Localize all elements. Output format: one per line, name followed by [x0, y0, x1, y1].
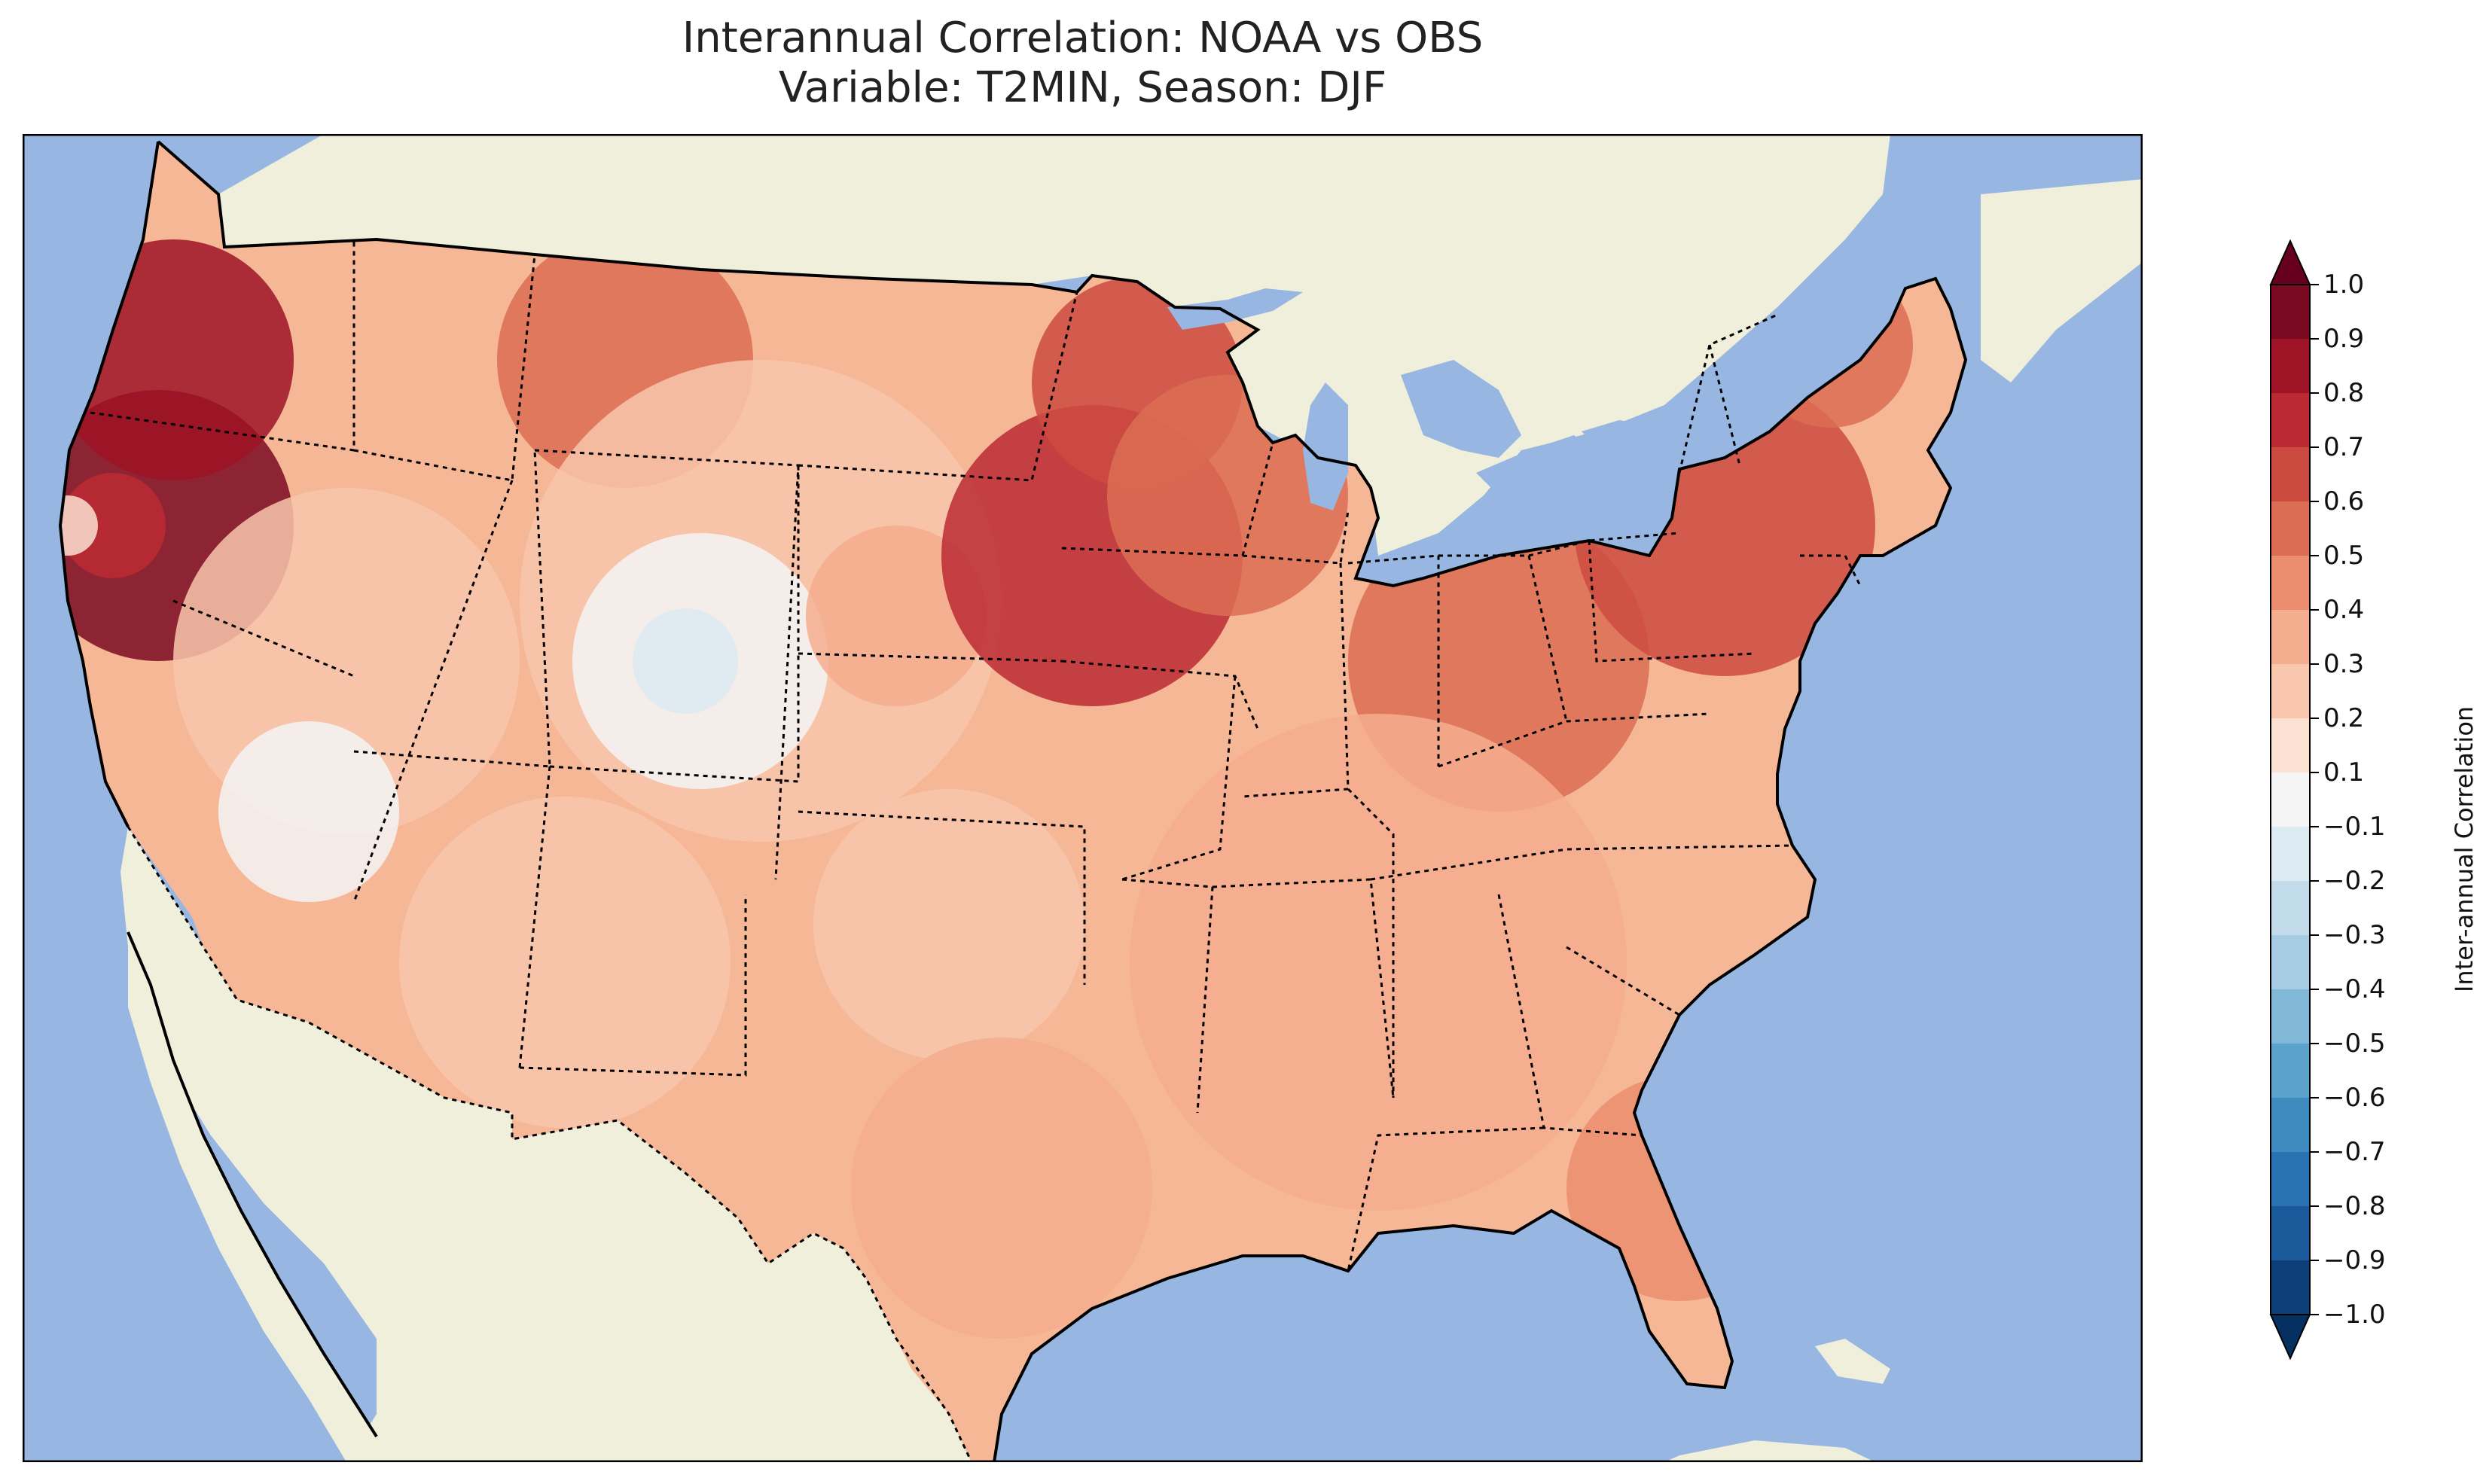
state-borders: [90, 239, 1862, 1272]
lake-superior: [1167, 288, 1303, 330]
colorbar-bin: [2271, 393, 2310, 448]
field-region-oklahoma-neutral: [813, 789, 1084, 1060]
canada-maritimes-land: [1981, 179, 2143, 382]
colorbar-tick-label: 0.3: [2323, 649, 2365, 679]
colorbar-tick-label: 0.4: [2323, 595, 2365, 625]
mexico-border: [127, 826, 973, 1462]
colorbar-tick-label: −0.2: [2323, 866, 2386, 896]
colorbar-tick-label: −0.3: [2323, 920, 2386, 950]
lake-huron: [1401, 360, 1521, 458]
colorbar-bin: [2271, 339, 2310, 394]
colorbar-bin: [2271, 827, 2310, 882]
colorbar-outline: [2270, 284, 2311, 1315]
colorbar-tick-label: −0.5: [2323, 1028, 2386, 1059]
colorbar-svg: [2269, 239, 2319, 1361]
colorbar-axis-label: Inter-annual Correlation: [2450, 705, 2474, 992]
colorbar-tick-label: −1.0: [2323, 1300, 2386, 1330]
colorbar-tick-label: 0.7: [2323, 432, 2365, 462]
field-region-arizona-blue: [218, 721, 399, 902]
lake-ontario: [1582, 420, 1642, 439]
map-frame-border: [23, 134, 2143, 1462]
colorbar-bin: [2271, 664, 2310, 719]
colorbar-tick-label: −0.7: [2323, 1137, 2386, 1167]
baja-california-land: [128, 932, 377, 1462]
colorbar-bin: [2271, 718, 2310, 773]
colorbar-bin: [2271, 1044, 2310, 1099]
map-panel: [23, 134, 2143, 1462]
colorbar-tick-label: 0.1: [2323, 757, 2365, 788]
colorbar-bin: [2271, 772, 2310, 827]
colorbar-extend-min: [2269, 1314, 2311, 1361]
colorbar-bin: [2271, 1206, 2310, 1261]
colorbar-bin: [2271, 1152, 2310, 1207]
field-region-new-mexico-neutral: [399, 797, 731, 1128]
colorbar-tick-label: −0.4: [2323, 974, 2386, 1004]
colorbar-tick-label: 1.0: [2323, 270, 2365, 300]
great-lakes: [1167, 288, 1642, 510]
colorbar-bin: [2271, 285, 2310, 340]
mexico-land: [120, 827, 972, 1462]
colorbar-bin: [2271, 556, 2310, 611]
title-line-1: Interannual Correlation: NOAA vs OBS: [682, 14, 1484, 62]
colorbar-bin: [2271, 881, 2310, 936]
colorbar-extend-max: [2269, 239, 2311, 285]
correlation-field: [60, 142, 1966, 1462]
colorbar-tick-label: 0.5: [2323, 541, 2365, 571]
lake-michigan: [1303, 382, 1348, 510]
colorbar-tick-label: 0.8: [2323, 378, 2365, 408]
colorbar-bin: [2271, 610, 2310, 665]
map-title: Interannual Correlation: NOAA vs OBS Var…: [23, 14, 2143, 113]
colorbar-bin: [2271, 989, 2310, 1044]
colorbar-tick-label: 0.9: [2323, 324, 2365, 354]
field-region-southeast: [1130, 714, 1627, 1211]
field-region-california-coast: [60, 495, 98, 556]
colorbar: 1.0 0.9 0.8 0.7 0.6 0.5 0.4 0.3 0.2 0.1 −0.1 −0.2 −0…: [2248, 239, 2474, 1369]
colorbar-tick-label: −0.8: [2323, 1191, 2386, 1221]
field-region-pnw-core: [60, 473, 166, 578]
coastline: [157, 140, 1968, 1462]
colorbar-bin: [2271, 447, 2310, 502]
colorbar-tick-label: 0.2: [2323, 703, 2365, 733]
colorbar-tick-label: −0.6: [2323, 1083, 2386, 1113]
baja-coastline: [127, 931, 378, 1438]
field-region-nebraska: [806, 526, 987, 706]
field-region-texas: [851, 1038, 1152, 1339]
colorbar-tick-label: −0.1: [2323, 812, 2386, 842]
colorbar-bin: [2271, 1098, 2310, 1153]
colorbar-bin: [2271, 1260, 2310, 1315]
colorbar-tick-label: −0.9: [2323, 1245, 2386, 1275]
colorbar-tick-label: 0.6: [2323, 486, 2365, 517]
caribbean-land: [1664, 1440, 1875, 1462]
cuba-land: [1815, 1339, 1890, 1384]
map-svg: [23, 134, 2143, 1462]
colorbar-bin: [2271, 501, 2310, 556]
lake-erie: [1476, 435, 1589, 488]
title-line-2: Variable: T2MIN, Season: DJF: [778, 63, 1387, 112]
colorbar-bin: [2271, 935, 2310, 990]
field-region-colorado-blue-core: [633, 608, 738, 714]
west-coastline: [58, 141, 160, 827]
